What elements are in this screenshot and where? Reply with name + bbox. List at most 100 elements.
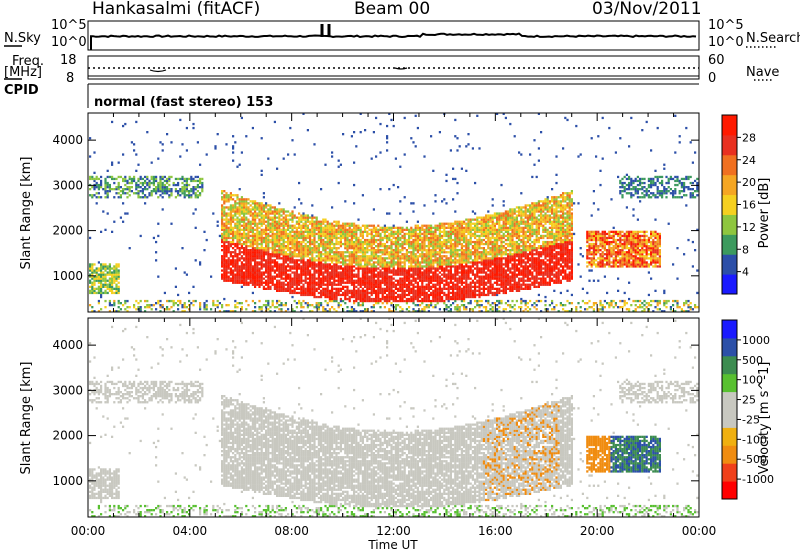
power-cell [401,230,404,233]
power-cell [370,251,373,254]
power-cell [458,291,461,295]
power-cell [304,247,307,250]
power-cell [364,242,367,246]
power-cell [104,228,107,231]
power-cell [256,253,259,256]
power-cell [315,222,318,225]
power-cell [359,226,362,229]
power-cell [126,310,129,313]
power-cell [89,285,92,288]
power-cell [232,281,235,284]
power-cell [379,271,382,274]
power-cell [133,177,136,181]
power-cell [379,306,382,309]
power-cell [359,232,362,236]
power-cell [313,257,316,260]
power-cell [445,265,448,268]
power-cell [273,265,276,268]
power-cell [304,228,307,231]
power-cell [471,291,474,295]
power-cell [254,302,257,305]
power-cell [337,236,340,240]
power-cell [375,283,378,286]
power-cell [245,257,248,260]
power-cell [410,259,413,262]
power-cell [465,234,468,238]
power-cell [91,273,94,276]
power-cell [271,269,274,272]
power-cell [284,289,287,292]
power-cell [183,306,186,309]
power-cell [353,289,356,292]
power-cell [212,299,215,303]
power-cell [355,263,358,266]
power-cell [236,271,239,274]
power-cell [454,277,457,280]
power-cell [463,222,466,225]
power-cell [421,310,424,313]
power-cell [238,253,241,256]
power-cell [245,279,248,282]
power-cell [339,271,342,274]
power-cell [174,196,177,199]
power-cell [276,251,279,254]
power-cell [306,129,309,132]
power-cell [399,245,402,248]
power-cell [441,247,444,250]
power-cell [271,261,274,264]
power-cell [388,251,391,254]
power-cell [430,279,433,282]
power-cell [199,181,202,185]
power-cell [357,267,360,270]
power-cell [161,177,164,181]
power-cell [359,234,362,238]
power-cell [445,275,448,278]
power-cell [375,273,378,276]
power-cell [243,234,246,238]
power-cell [471,253,474,256]
power-cell [436,240,439,244]
power-cell [377,279,380,282]
power-cell [282,210,285,213]
power-cell [293,263,296,266]
power-cell [427,299,430,303]
power-cell [214,147,217,150]
power-cell [381,251,384,254]
power-cell [342,285,345,288]
power-cell [262,240,265,244]
power-cell [289,238,292,242]
power-cell [104,291,107,295]
power-cell [265,212,268,215]
power-cell [254,310,257,313]
power-cell [379,242,382,246]
power-cell [463,277,466,280]
power-cell [333,287,336,290]
power-cell [317,304,320,307]
power-cell [377,234,380,238]
power-cell [157,302,160,305]
power-cell [227,265,230,268]
power-cell [375,279,378,282]
power-cell [276,167,279,170]
power-cell [247,251,250,254]
power-cell [280,238,283,242]
power-cell [276,267,279,270]
power-cell [265,202,268,205]
power-cell [282,267,285,270]
power-cell [344,247,347,250]
power-cell [190,196,193,199]
power-cell [238,281,241,284]
power-cell [381,249,384,252]
power-cell [438,291,441,295]
power-cell [289,218,292,221]
power-cell [425,279,428,282]
power-cell [463,291,466,295]
power-cell [260,222,263,225]
power-cell [339,297,342,301]
power-cell [368,232,371,236]
power-cell [95,175,98,179]
power-cell [273,271,276,274]
power-cell [476,279,479,282]
power-cell [474,291,477,295]
power-cell [372,287,375,290]
